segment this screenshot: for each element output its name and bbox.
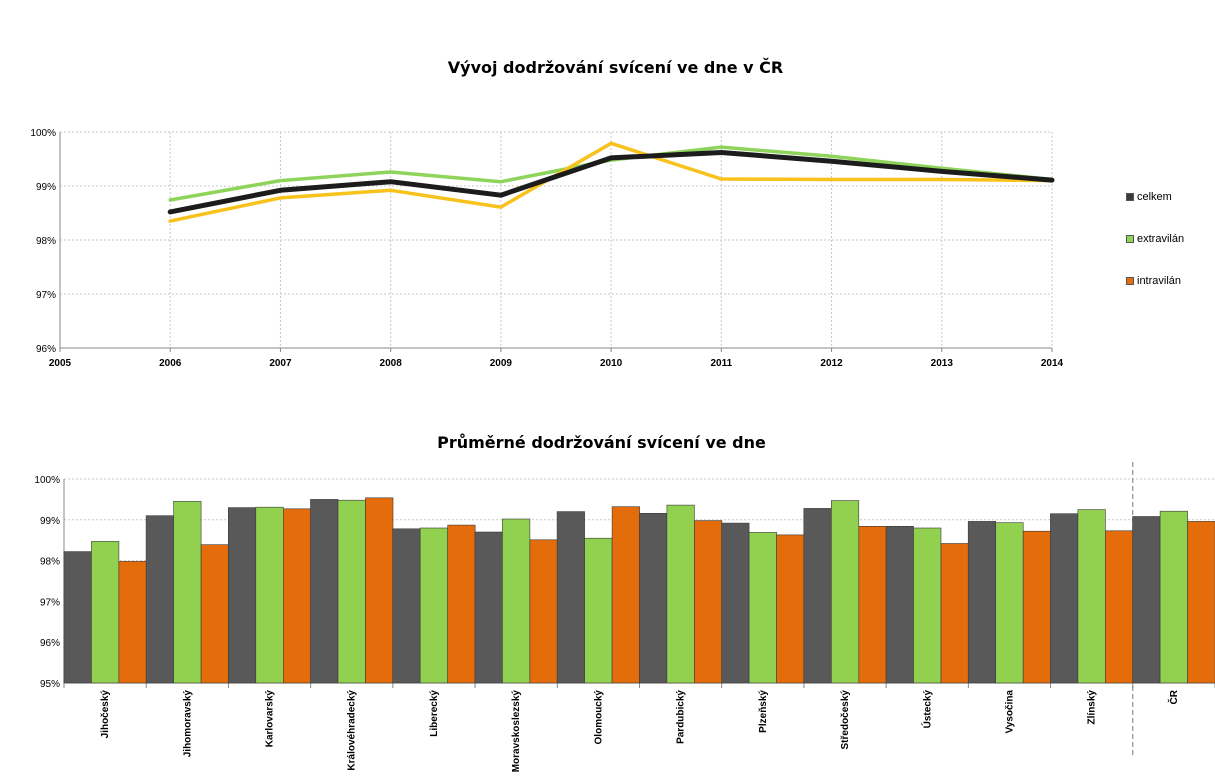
bar-ustecky-intravilan [940,543,969,684]
bar-moravskoslezsky-intravilan [529,539,558,684]
bar-y-tick-label: 95% [40,679,60,690]
line-x-tick-label: 2010 [600,358,623,369]
bar-category-label: Karlovarský [265,690,276,748]
bar-vysocina-intravilan [1022,530,1052,684]
bar-y-tick-label: 96% [40,638,60,649]
bar-y-tick-label: 97% [40,597,60,608]
bar-zlinsky-extravilan [1077,509,1106,684]
bar-category-label: Ústecký [920,690,933,729]
legend-label-extravilan: extravilán [1137,233,1185,245]
legend-swatch-extravilan [1126,235,1134,243]
line-x-tick-label: 2014 [1041,358,1064,369]
line-x-tick-label: 2006 [159,358,182,369]
line-y-tick-label: 97% [36,290,56,301]
bar-karlovarsky-extravilan [255,506,284,684]
bar-plzensky-celkem [721,522,750,684]
bar-olomoucky-celkem [556,511,585,684]
line-x-tick-label: 2008 [380,358,403,369]
bar-category-label: Olomoucký [593,690,604,745]
bar-category-label: Královéhradecký [347,690,358,771]
legend-item-celkem: celkem [1126,191,1172,203]
bar-kralovehradecky-intravilan [365,497,394,684]
legend-swatch-intravilan [1126,277,1134,285]
line-series-intravilan [168,141,1054,223]
bar-ustecky-celkem [885,525,914,684]
bar-jihocesky-intravilan [118,561,147,684]
bar-karlovarsky-intravilan [282,508,312,684]
bar-plzensky-intravilan [776,534,805,684]
bar-kralovehradecky-extravilan [337,499,366,684]
bar-category-label: Vysočina [1005,690,1016,734]
bar-zlinsky-celkem [1050,513,1079,684]
legend-item-intravilan: intravilán [1126,275,1181,287]
bar-category-label: Moravskoslezský [511,690,522,773]
bar-olomoucky-extravilan [584,537,613,684]
bar-jihocesky-extravilan [91,541,120,684]
bar-liberecky-celkem [392,528,421,684]
bar-chart-title: Průměrné dodržování svícení ve dne [437,433,766,452]
bar-cr-celkem [1132,516,1161,684]
bar-jihomoravsky-extravilan [173,501,202,684]
line-series-celkem [167,150,1055,215]
bar-moravskoslezsky-celkem [474,531,503,684]
bar-category-label: Pardubický [676,690,687,744]
line-y-tick-label: 96% [36,344,56,355]
bar-karlovarsky-celkem [228,507,257,684]
line-y-tick-label: 98% [36,236,56,247]
line-y-tick-label: 99% [36,182,56,193]
bar-olomoucky-intravilan [611,506,640,684]
bar-vysocina-celkem [967,521,997,684]
legend-label-intravilan: intravilán [1137,275,1182,287]
line-x-tick-label: 2007 [269,358,292,369]
legend-swatch-celkem [1126,193,1134,201]
bar-moravskoslezsky-extravilan [502,518,531,684]
bar-category-label: Plzeňský [758,690,769,733]
bar-stredocesky-intravilan [858,525,887,684]
bar-jihomoravsky-celkem [145,515,174,684]
line-x-tick-label: 2011 [710,358,732,369]
line-y-tick-label: 100% [30,128,56,139]
bar-category-label: ČR [1167,689,1180,704]
line-chart-title: Vývoj dodržování svícení ve dne v ČR [447,58,784,77]
bar-cr-intravilan [1187,521,1215,684]
line-x-tick-label: 2013 [931,358,954,369]
bar-category-label: Středočeský [840,690,851,750]
bar-category-label: Zlínský [1087,690,1098,725]
bar-stredocesky-extravilan [830,500,860,684]
line-x-tick-label: 2009 [490,358,513,369]
line-x-tick-label: 2005 [49,358,72,369]
bar-category-label: Liberecký [429,690,440,737]
bar-jihomoravsky-intravilan [200,544,229,684]
bar-y-tick-label: 100% [34,475,60,486]
line-x-tick-label: 2012 [820,358,843,369]
bar-liberecky-intravilan [447,524,476,684]
bar-pardubicky-extravilan [666,504,695,684]
bar-plzensky-extravilan [748,532,777,684]
bar-stredocesky-celkem [803,508,832,684]
bar-pardubicky-intravilan [694,520,723,684]
bar-category-label: Jihomoravský [182,690,193,758]
bar-y-tick-label: 98% [40,557,60,568]
bar-kralovehradecky-celkem [310,499,339,684]
legend-item-extravilan: extravilán [1126,233,1184,245]
bar-jihocesky-celkem [63,551,92,684]
bar-y-tick-label: 99% [40,516,60,527]
bar-pardubicky-celkem [639,512,668,684]
bar-zlinsky-intravilan [1105,530,1134,684]
bar-vysocina-extravilan [995,522,1024,684]
bar-category-label: Jihočeský [100,690,111,739]
bar-ustecky-extravilan [913,527,942,684]
legend-label-celkem: celkem [1137,191,1172,203]
bar-liberecky-extravilan [419,527,449,684]
bar-cr-extravilan [1159,510,1188,684]
